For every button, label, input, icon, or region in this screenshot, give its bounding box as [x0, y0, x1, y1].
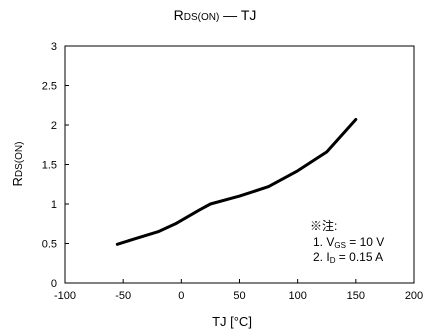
annotation-line-2-sub: D: [330, 256, 336, 265]
y-axis-title: RDS(ON): [10, 142, 25, 187]
x-tick-label: -100: [54, 290, 76, 302]
x-tick-label: -50: [115, 290, 131, 302]
annotation-line-1-value: = 10 V: [346, 235, 384, 249]
x-tick-label: 50: [233, 290, 245, 302]
x-tick-label: 100: [288, 290, 306, 302]
y-tick-label: 2: [51, 120, 57, 132]
annotation-line-2-prefix: 2. I: [313, 250, 330, 264]
chart-title-main: R: [174, 7, 184, 23]
x-tick-label: 200: [405, 290, 423, 302]
x-ticks: -100 -50 0 50 100 150 200: [54, 279, 423, 302]
y-axis-title-main: R: [10, 177, 25, 186]
annotation-line-2-value: = 0.15 A: [335, 250, 383, 264]
chart-title: RDS(ON) — TJ: [174, 7, 257, 23]
chart-title-sub: DS(ON): [184, 12, 220, 23]
x-axis-title: TJ [°C]: [212, 314, 252, 329]
y-ticks: 0 0.5 1 1.5 2 2.5 3: [42, 41, 69, 290]
y-tick-label: 3: [51, 41, 57, 53]
series-line: [115, 118, 358, 246]
annotation-line-2: 2. ID = 0.15 A: [313, 250, 383, 265]
y-tick-label: 0.5: [42, 239, 57, 251]
y-axis-title-sub: DS(ON): [14, 142, 25, 178]
annotation-line-1-sub: GS: [334, 241, 346, 250]
annotation-header: ※注:: [310, 218, 337, 233]
annotation-line-1-prefix: 1. V: [313, 235, 334, 249]
annotation-line-1: 1. VGS = 10 V: [313, 235, 384, 250]
y-tick-label: 1.5: [42, 160, 57, 172]
y-tick-label: 0: [51, 278, 57, 290]
x-tick-label: 0: [178, 290, 184, 302]
y-tick-label: 2.5: [42, 81, 57, 93]
y-tick-label: 1: [51, 199, 57, 211]
annotation: ※注: 1. VGS = 10 V 2. ID = 0.15 A: [310, 218, 384, 265]
chart-title-tail: — TJ: [219, 7, 256, 23]
x-tick-label: 150: [347, 290, 365, 302]
